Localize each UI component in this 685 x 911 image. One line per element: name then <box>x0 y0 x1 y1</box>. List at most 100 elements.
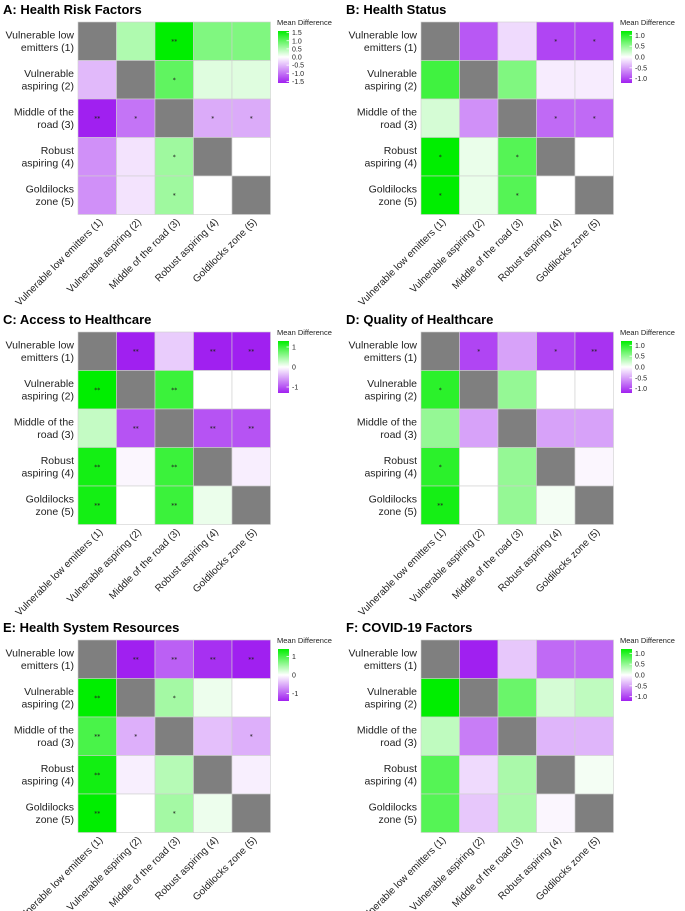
row-label-line: emitters (1) <box>21 42 74 54</box>
legend-tick-label: -1 <box>292 385 298 392</box>
heatmap-cell-diagonal <box>574 485 614 525</box>
significance-marker: * <box>439 464 442 471</box>
heatmap-cell <box>574 755 614 795</box>
legend-tick-label: -0.5 <box>635 65 647 72</box>
row-label-line: Vulnerable low <box>349 647 418 659</box>
heatmap-cell <box>116 98 156 138</box>
heatmap-cell-diagonal <box>420 21 460 61</box>
panel-title: E: Health System Resources <box>3 620 179 635</box>
heatmap-cell <box>420 98 460 138</box>
row-label-line: aspiring (4) <box>364 775 417 787</box>
heatmap-cell <box>536 60 576 100</box>
heatmap-cell-diagonal <box>116 678 156 718</box>
row-label: Robust aspiring (4) <box>21 455 74 480</box>
column-label: Goldilocks zone (5) <box>534 527 602 595</box>
panel-title: B: Health Status <box>346 2 446 17</box>
row-label: Vulnerable low emitters (1) <box>349 339 418 364</box>
row-label-line: road (3) <box>37 737 74 749</box>
row-label-line: Vulnerable low <box>6 29 75 41</box>
row-label-line: aspiring (2) <box>21 698 74 710</box>
row-label: Goldilocks zone (5) <box>26 183 74 208</box>
heatmap-cell <box>154 370 194 410</box>
heatmap-cell-diagonal <box>193 137 233 177</box>
legend-tick-label: 1 <box>292 345 296 352</box>
heatmap-panel: E: Health System Resources** ** ** **** *** *… <box>3 620 332 911</box>
heatmap-cell <box>497 447 537 487</box>
heatmap-cell <box>77 408 117 448</box>
heatmap-cell <box>154 447 194 487</box>
row-label: Vulnerable low emitters (1) <box>6 339 75 364</box>
significance-marker: ** <box>133 425 139 432</box>
significance-marker: * <box>439 154 442 161</box>
row-label-line: Goldilocks <box>26 801 74 813</box>
heatmap-cell <box>116 331 156 371</box>
column-label: Middle of the road (3) <box>450 527 525 602</box>
heatmap-cell <box>574 408 614 448</box>
column-label: Middle of the road (3) <box>107 217 182 292</box>
heatmap-cell <box>154 485 194 525</box>
heatmap-cell <box>231 639 271 679</box>
row-label: Vulnerable aspiring (2) <box>21 68 74 93</box>
legend-tick-label: 0.0 <box>635 673 645 680</box>
heatmap-cell <box>231 370 271 410</box>
row-label: Middle of the road (3) <box>14 416 74 441</box>
significance-marker: ** <box>437 502 443 509</box>
heatmap-cell <box>536 175 576 215</box>
significance-marker: ** <box>94 387 100 394</box>
row-label-line: Middle of the <box>357 106 417 118</box>
row-label-line: aspiring (2) <box>364 698 417 710</box>
row-label: Vulnerable aspiring (2) <box>364 68 417 93</box>
row-label-line: Vulnerable <box>24 378 74 390</box>
heatmap-cell <box>231 755 271 795</box>
row-label-line: road (3) <box>380 119 417 131</box>
legend-colorbar <box>621 31 632 83</box>
heatmap-cell <box>193 21 233 61</box>
heatmap-cell-diagonal <box>536 755 576 795</box>
heatmap-cell-diagonal <box>536 137 576 177</box>
row-label-line: Goldilocks <box>369 801 417 813</box>
heatmap-cell-diagonal <box>193 447 233 487</box>
row-label-line: Vulnerable <box>24 686 74 698</box>
heatmap-cell <box>459 447 499 487</box>
heatmap-cell <box>459 331 499 371</box>
row-label: Goldilocks zone (5) <box>26 801 74 826</box>
row-label: Middle of the road (3) <box>357 724 417 749</box>
heatmap-cell <box>193 716 233 756</box>
legend-tick-label: 1.0 <box>635 343 645 350</box>
legend-title: Mean Difference <box>620 636 675 645</box>
heatmap-cell-diagonal <box>420 639 460 679</box>
legend-tick-label: -0.5 <box>292 63 304 70</box>
significance-marker: ** <box>171 38 177 45</box>
heatmap-cell <box>154 21 194 61</box>
heatmap-cell-diagonal <box>459 678 499 718</box>
significance-marker: ** <box>210 656 216 663</box>
row-label-line: Goldilocks <box>369 493 417 505</box>
heatmap-cell <box>574 21 614 61</box>
row-label-line: emitters (1) <box>364 352 417 364</box>
panel-title: A: Health Risk Factors <box>3 2 142 17</box>
legend-tick-label: -1.0 <box>635 76 647 83</box>
heatmap-cell <box>497 639 537 679</box>
heatmap-cell <box>420 755 460 795</box>
heatmap-cell-diagonal <box>497 408 537 448</box>
heatmap-cell <box>420 447 460 487</box>
row-label: Vulnerable aspiring (2) <box>364 686 417 711</box>
row-label-line: Vulnerable <box>367 68 417 80</box>
heatmap-cell <box>574 678 614 718</box>
row-label-line: aspiring (2) <box>21 390 74 402</box>
significance-marker: ** <box>210 425 216 432</box>
row-label-line: Middle of the <box>14 724 74 736</box>
heatmap-cell <box>193 678 233 718</box>
row-label-line: Vulnerable <box>367 686 417 698</box>
row-label: Robust aspiring (4) <box>21 145 74 170</box>
heatmap-cell <box>77 98 117 138</box>
heatmap-cell-diagonal <box>154 98 194 138</box>
significance-marker: ** <box>94 115 100 122</box>
row-label: Middle of the road (3) <box>357 106 417 131</box>
heatmap-cell-diagonal <box>77 331 117 371</box>
significance-marker: * <box>134 733 137 740</box>
row-label: Goldilocks zone (5) <box>369 183 417 208</box>
heatmap-cell-diagonal <box>497 716 537 756</box>
legend-tick-label: -1 <box>292 691 298 698</box>
heatmap-cell <box>497 755 537 795</box>
